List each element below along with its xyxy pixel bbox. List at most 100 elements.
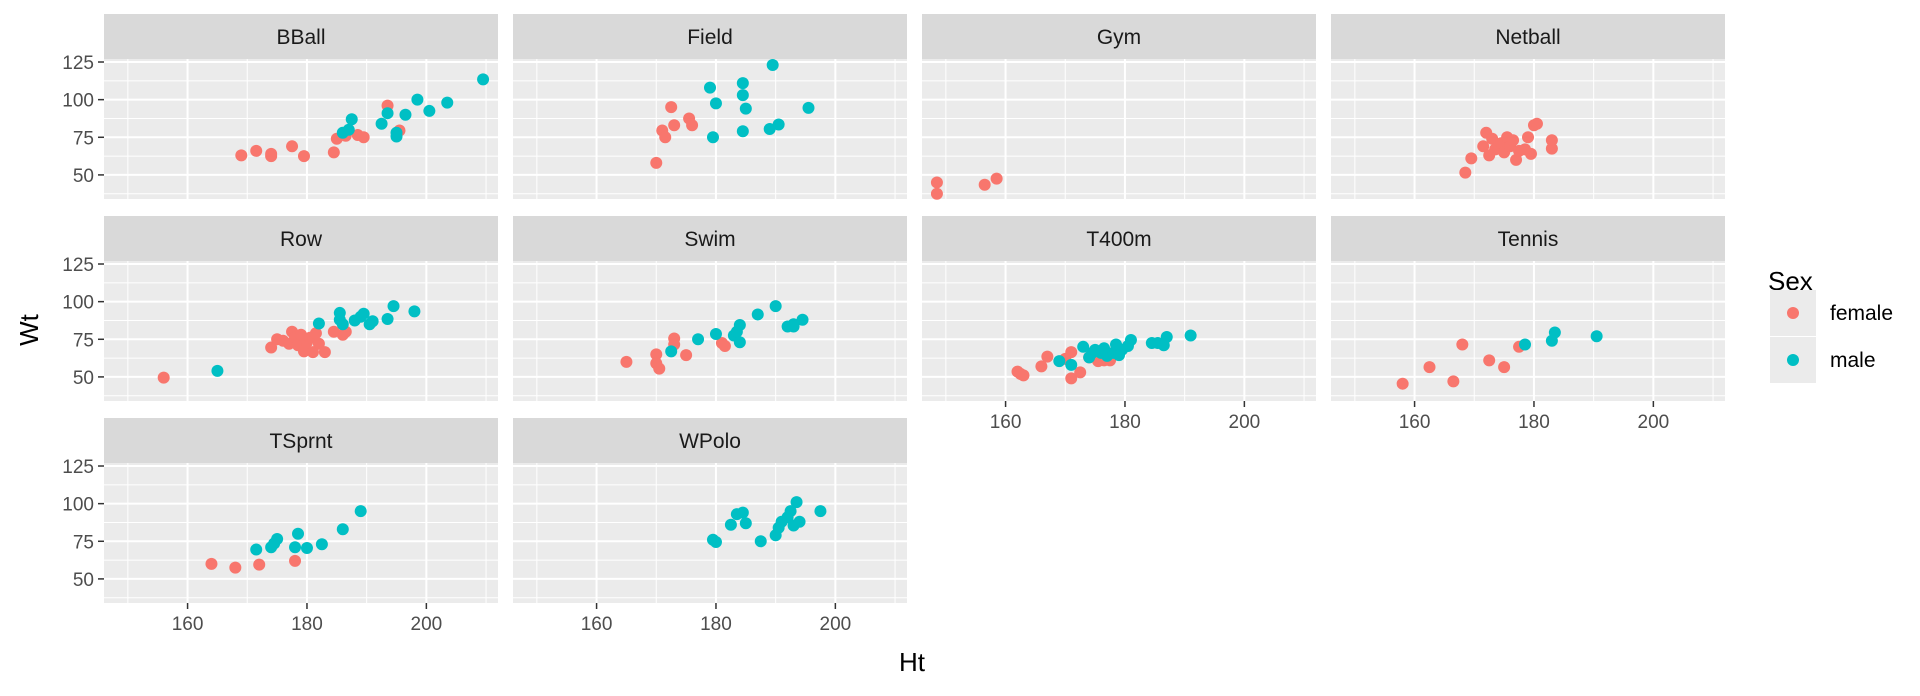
point-male [300,542,313,555]
point-male [366,315,379,328]
point-male [736,89,749,102]
point-male [1184,329,1197,342]
point-female [265,147,278,160]
facet-strip [1331,14,1725,59]
point-male [724,518,737,531]
point-female [990,172,1003,185]
facet-strip [922,216,1316,261]
facet-strip [104,418,498,463]
y-tick-label: 75 [73,330,94,351]
point-female [297,345,310,358]
point-female [318,346,331,359]
y-tick-label: 125 [62,457,94,478]
legend-key-female [1787,307,1799,319]
x-tick-label: 180 [700,614,732,635]
panel-background [922,261,1316,401]
panel-background [922,59,1316,199]
point-female [1041,350,1054,363]
point-female [1065,346,1078,359]
panel-background [513,261,907,401]
point-male [704,81,716,94]
point-male [357,307,370,320]
x-tick-label: 200 [1638,412,1670,433]
point-male [1519,338,1532,351]
point-male [784,505,797,518]
point-male [1160,331,1173,344]
x-tick-label: 160 [1399,412,1431,433]
point-female [718,340,731,353]
facet-panel-bball: BBall 50 75 100 125 [62,14,498,199]
facet-strip-label: Tennis [1498,228,1559,251]
point-male [441,96,454,109]
legend-label-male: male [1830,349,1876,372]
point-female [1065,372,1078,385]
facet-strip [513,418,907,463]
point-female [1447,375,1460,388]
facet-panel-wpolo: WPolo 160 180 200 [513,418,907,635]
point-male [315,538,328,551]
point-male [354,505,367,518]
point-female [686,119,699,132]
point-male [665,345,678,358]
y-tick-label: 75 [73,532,94,553]
legend-entry-male: male [1770,337,1876,383]
point-female [235,149,248,162]
y-axis-label: Wt [14,313,44,346]
point-male [336,523,349,536]
point-female [620,355,633,368]
point-male [1065,358,1078,371]
point-female [650,156,663,169]
y-tick-label: 100 [62,293,94,314]
point-female [309,327,322,340]
point-female [1530,117,1543,130]
x-tick-label: 200 [820,614,852,635]
point-female [653,362,666,375]
point-male [390,130,403,143]
point-male [1077,340,1090,353]
point-female [250,144,263,157]
point-female [253,558,266,571]
facet-strip-label: Swim [684,228,735,251]
point-male [211,364,224,377]
point-male [769,300,782,313]
facet-strip-label: Field [687,26,733,49]
facet-strip [513,216,907,261]
x-tick-label: 200 [1229,412,1261,433]
point-female [930,176,943,189]
point-male [709,97,722,110]
point-male [751,308,764,321]
facet-strip-label: T400m [1086,228,1151,251]
point-male [375,117,388,130]
point-female [1423,361,1436,374]
point-male [706,131,719,144]
point-male [1053,355,1066,368]
point-male [763,123,776,135]
point-female [665,101,678,114]
x-tick-label: 160 [172,614,204,635]
point-male [733,318,746,331]
point-male [411,93,424,106]
facet-panels: BBall 50 75 100 125 Field Gym Netball Row 50 75 100… [62,14,1725,635]
x-tick-label: 180 [1109,412,1141,433]
point-female [205,557,218,570]
point-female [286,140,299,153]
panel-background [513,463,907,603]
point-female [978,178,991,191]
point-male [692,333,705,346]
point-male [796,313,809,326]
point-male [802,101,815,114]
y-tick-label: 50 [73,368,94,389]
point-male [289,541,302,554]
legend-entry-female: female [1770,290,1893,336]
y-tick-label: 100 [62,91,94,112]
x-tick-label: 180 [1518,412,1550,433]
point-female [680,349,693,362]
point-female [650,348,663,361]
facet-strip-label: Row [280,228,323,251]
point-male [312,317,325,330]
y-tick-label: 100 [62,495,94,516]
point-male [271,533,284,546]
facet-strip-label: TSprnt [269,430,332,453]
